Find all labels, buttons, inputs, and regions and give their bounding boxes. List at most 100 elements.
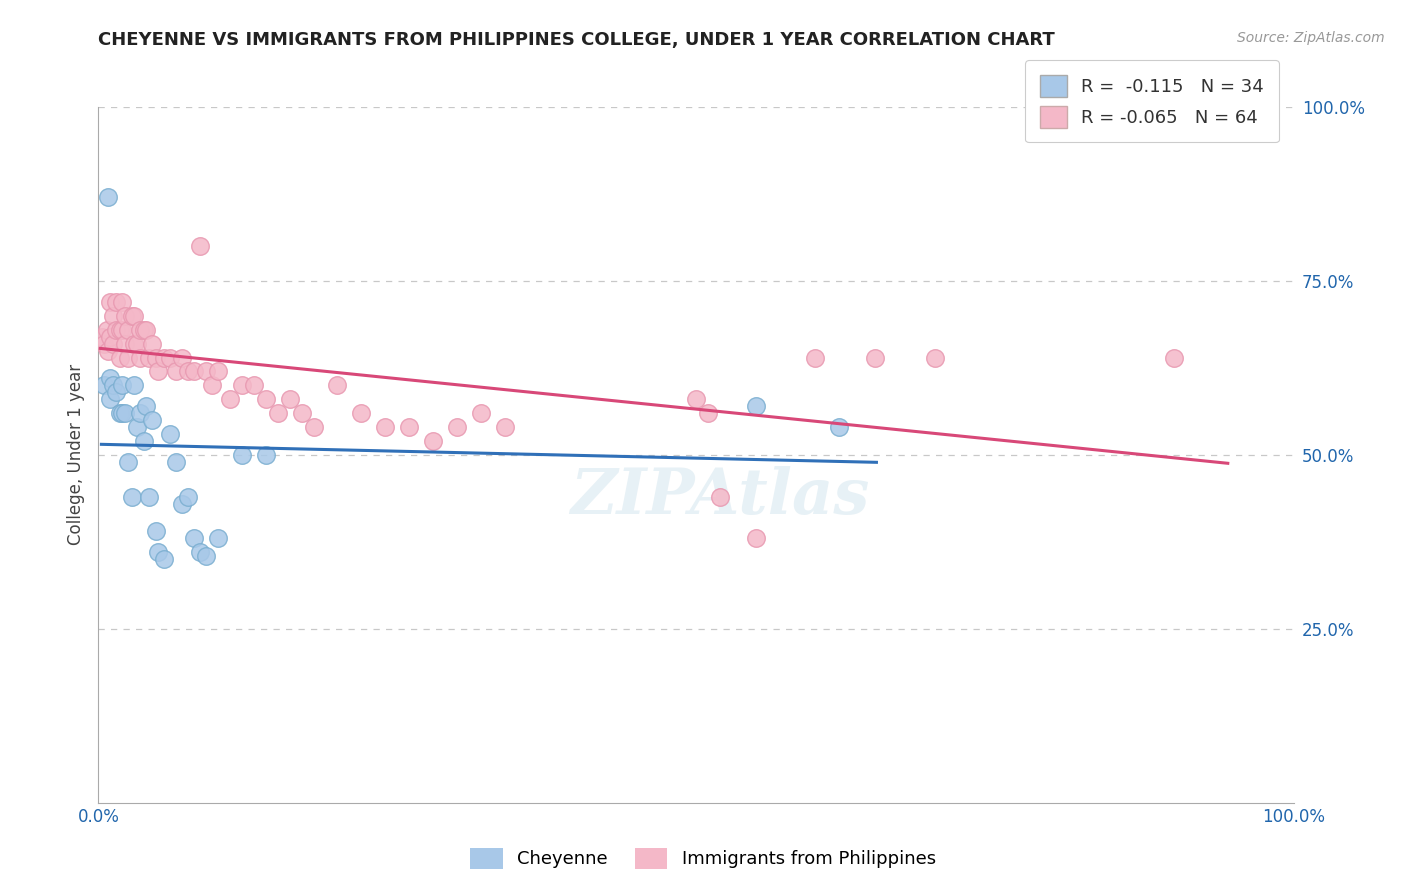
- Point: [183, 532, 205, 546]
- Point: [350, 406, 373, 420]
- Point: [108, 351, 131, 365]
- Point: [159, 427, 181, 442]
- Point: [91, 329, 114, 343]
- Point: [326, 378, 349, 392]
- Point: [685, 392, 707, 407]
- Point: [105, 385, 128, 400]
- Point: [278, 392, 301, 407]
- Point: [291, 406, 314, 420]
- Point: [231, 448, 253, 462]
- Legend: Cheyenne, Immigrants from Philippines: Cheyenne, Immigrants from Philippines: [463, 840, 943, 876]
- Point: [172, 497, 194, 511]
- Point: [243, 378, 266, 392]
- Point: [145, 351, 167, 365]
- Point: [188, 545, 211, 559]
- Text: ZIPAtlas: ZIPAtlas: [571, 466, 869, 527]
- Point: [124, 378, 146, 392]
- Point: [159, 351, 181, 365]
- Point: [114, 309, 136, 323]
- Point: [398, 420, 420, 434]
- Point: [124, 336, 146, 351]
- Point: [101, 378, 124, 392]
- Point: [138, 351, 160, 365]
- Point: [254, 448, 277, 462]
- Point: [153, 351, 176, 365]
- Point: [148, 364, 170, 378]
- Point: [153, 552, 176, 566]
- Point: [195, 549, 218, 563]
- Point: [924, 351, 946, 365]
- Point: [148, 545, 170, 559]
- Point: [114, 406, 136, 420]
- Point: [117, 323, 139, 337]
- Point: [470, 406, 492, 420]
- Point: [141, 336, 163, 351]
- Point: [745, 532, 768, 546]
- Point: [1163, 351, 1185, 365]
- Point: [494, 420, 516, 434]
- Point: [117, 351, 139, 365]
- Point: [201, 378, 224, 392]
- Point: [111, 323, 134, 337]
- Point: [145, 524, 167, 539]
- Point: [804, 351, 827, 365]
- Point: [177, 364, 200, 378]
- Point: [97, 190, 120, 204]
- Point: [101, 336, 124, 351]
- Point: [97, 343, 120, 358]
- Point: [121, 309, 143, 323]
- Point: [135, 323, 157, 337]
- Point: [745, 399, 768, 413]
- Legend: R =  -0.115   N = 34, R = -0.065   N = 64: R = -0.115 N = 34, R = -0.065 N = 64: [1025, 61, 1278, 143]
- Point: [98, 371, 122, 385]
- Point: [165, 364, 187, 378]
- Point: [195, 364, 218, 378]
- Point: [207, 364, 229, 378]
- Point: [135, 399, 157, 413]
- Point: [111, 406, 134, 420]
- Point: [121, 490, 143, 504]
- Point: [108, 406, 131, 420]
- Point: [132, 434, 155, 448]
- Point: [129, 351, 152, 365]
- Point: [865, 351, 887, 365]
- Point: [98, 329, 122, 343]
- Text: CHEYENNE VS IMMIGRANTS FROM PHILIPPINES COLLEGE, UNDER 1 YEAR CORRELATION CHART: CHEYENNE VS IMMIGRANTS FROM PHILIPPINES …: [98, 31, 1054, 49]
- Point: [165, 455, 187, 469]
- Point: [267, 406, 290, 420]
- Point: [138, 490, 160, 504]
- Point: [828, 420, 851, 434]
- Point: [132, 323, 155, 337]
- Point: [111, 294, 134, 309]
- Point: [105, 294, 128, 309]
- Point: [93, 378, 115, 392]
- Point: [101, 309, 124, 323]
- Point: [125, 336, 148, 351]
- Point: [114, 336, 136, 351]
- Point: [207, 532, 229, 546]
- Point: [231, 378, 253, 392]
- Point: [93, 336, 115, 351]
- Point: [141, 413, 163, 427]
- Point: [697, 406, 720, 420]
- Point: [108, 323, 131, 337]
- Point: [254, 392, 277, 407]
- Point: [98, 294, 122, 309]
- Point: [422, 434, 444, 448]
- Point: [129, 323, 152, 337]
- Point: [709, 490, 731, 504]
- Point: [219, 392, 242, 407]
- Point: [188, 239, 211, 253]
- Point: [96, 323, 118, 337]
- Point: [124, 309, 146, 323]
- Y-axis label: College, Under 1 year: College, Under 1 year: [66, 364, 84, 546]
- Point: [183, 364, 205, 378]
- Point: [105, 323, 128, 337]
- Point: [446, 420, 468, 434]
- Point: [374, 420, 396, 434]
- Point: [172, 351, 194, 365]
- Point: [117, 455, 139, 469]
- Point: [177, 490, 200, 504]
- Point: [111, 378, 134, 392]
- Point: [129, 406, 152, 420]
